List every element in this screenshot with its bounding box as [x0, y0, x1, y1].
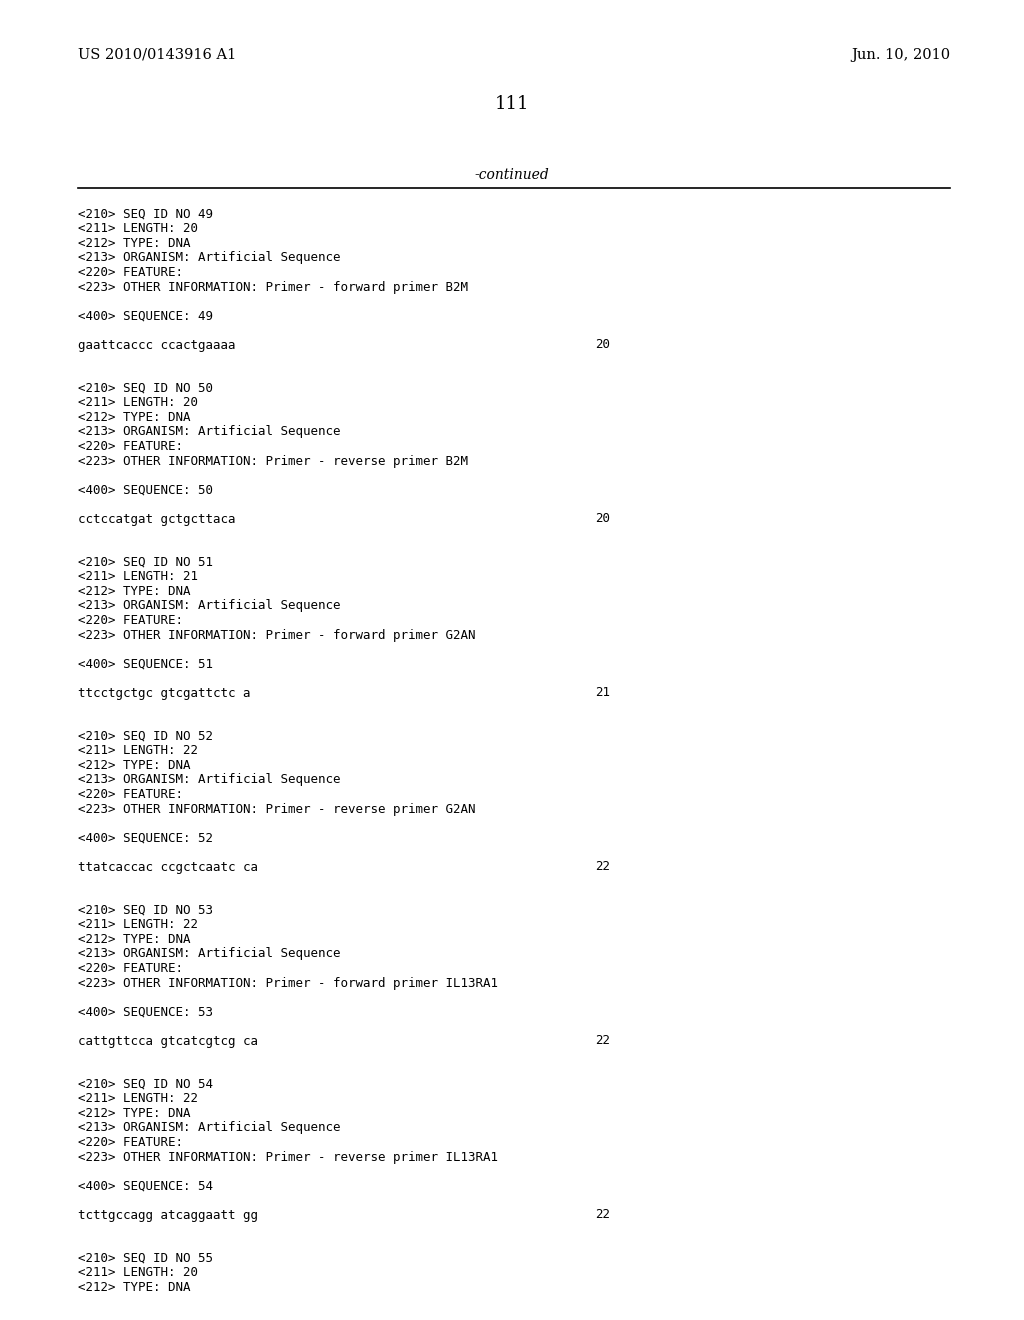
Text: <211> LENGTH: 21: <211> LENGTH: 21 [78, 570, 198, 583]
Text: <213> ORGANISM: Artificial Sequence: <213> ORGANISM: Artificial Sequence [78, 252, 341, 264]
Text: gaattcaccc ccactgaaaa: gaattcaccc ccactgaaaa [78, 338, 236, 351]
Text: <223> OTHER INFORMATION: Primer - forward primer IL13RA1: <223> OTHER INFORMATION: Primer - forwar… [78, 977, 498, 990]
Text: <213> ORGANISM: Artificial Sequence: <213> ORGANISM: Artificial Sequence [78, 599, 341, 612]
Text: 20: 20 [595, 338, 610, 351]
Text: <211> LENGTH: 22: <211> LENGTH: 22 [78, 744, 198, 758]
Text: <211> LENGTH: 22: <211> LENGTH: 22 [78, 919, 198, 932]
Text: <212> TYPE: DNA: <212> TYPE: DNA [78, 1280, 190, 1294]
Text: <223> OTHER INFORMATION: Primer - forward primer B2M: <223> OTHER INFORMATION: Primer - forwar… [78, 281, 468, 293]
Text: <223> OTHER INFORMATION: Primer - forward primer G2AN: <223> OTHER INFORMATION: Primer - forwar… [78, 628, 475, 642]
Text: cattgttcca gtcatcgtcg ca: cattgttcca gtcatcgtcg ca [78, 1035, 258, 1048]
Text: <212> TYPE: DNA: <212> TYPE: DNA [78, 411, 190, 424]
Text: <211> LENGTH: 20: <211> LENGTH: 20 [78, 1266, 198, 1279]
Text: <210> SEQ ID NO 51: <210> SEQ ID NO 51 [78, 556, 213, 569]
Text: 22: 22 [595, 1209, 610, 1221]
Text: <212> TYPE: DNA: <212> TYPE: DNA [78, 585, 190, 598]
Text: 22: 22 [595, 1035, 610, 1048]
Text: <220> FEATURE:: <220> FEATURE: [78, 614, 183, 627]
Text: <400> SEQUENCE: 49: <400> SEQUENCE: 49 [78, 309, 213, 322]
Text: <210> SEQ ID NO 49: <210> SEQ ID NO 49 [78, 209, 213, 220]
Text: -continued: -continued [475, 168, 549, 182]
Text: <210> SEQ ID NO 52: <210> SEQ ID NO 52 [78, 730, 213, 743]
Text: <213> ORGANISM: Artificial Sequence: <213> ORGANISM: Artificial Sequence [78, 425, 341, 438]
Text: <220> FEATURE:: <220> FEATURE: [78, 788, 183, 801]
Text: <223> OTHER INFORMATION: Primer - reverse primer B2M: <223> OTHER INFORMATION: Primer - revers… [78, 454, 468, 467]
Text: <223> OTHER INFORMATION: Primer - reverse primer IL13RA1: <223> OTHER INFORMATION: Primer - revers… [78, 1151, 498, 1163]
Text: ttatcaccac ccgctcaatc ca: ttatcaccac ccgctcaatc ca [78, 861, 258, 874]
Text: tcttgccagg atcaggaatt gg: tcttgccagg atcaggaatt gg [78, 1209, 258, 1221]
Text: <211> LENGTH: 20: <211> LENGTH: 20 [78, 223, 198, 235]
Text: ttcctgctgc gtcgattctc a: ttcctgctgc gtcgattctc a [78, 686, 251, 700]
Text: <400> SEQUENCE: 50: <400> SEQUENCE: 50 [78, 483, 213, 496]
Text: <400> SEQUENCE: 52: <400> SEQUENCE: 52 [78, 832, 213, 845]
Text: <400> SEQUENCE: 54: <400> SEQUENCE: 54 [78, 1180, 213, 1192]
Text: <213> ORGANISM: Artificial Sequence: <213> ORGANISM: Artificial Sequence [78, 948, 341, 961]
Text: <211> LENGTH: 22: <211> LENGTH: 22 [78, 1093, 198, 1106]
Text: <210> SEQ ID NO 55: <210> SEQ ID NO 55 [78, 1251, 213, 1265]
Text: 111: 111 [495, 95, 529, 114]
Text: <213> ORGANISM: Artificial Sequence: <213> ORGANISM: Artificial Sequence [78, 774, 341, 787]
Text: <212> TYPE: DNA: <212> TYPE: DNA [78, 238, 190, 249]
Text: 20: 20 [595, 512, 610, 525]
Text: <220> FEATURE:: <220> FEATURE: [78, 1137, 183, 1148]
Text: <211> LENGTH: 20: <211> LENGTH: 20 [78, 396, 198, 409]
Text: cctccatgat gctgcttaca: cctccatgat gctgcttaca [78, 512, 236, 525]
Text: <400> SEQUENCE: 51: <400> SEQUENCE: 51 [78, 657, 213, 671]
Text: Jun. 10, 2010: Jun. 10, 2010 [851, 48, 950, 62]
Text: <220> FEATURE:: <220> FEATURE: [78, 962, 183, 975]
Text: <220> FEATURE:: <220> FEATURE: [78, 267, 183, 279]
Text: <220> FEATURE:: <220> FEATURE: [78, 440, 183, 453]
Text: US 2010/0143916 A1: US 2010/0143916 A1 [78, 48, 237, 62]
Text: <212> TYPE: DNA: <212> TYPE: DNA [78, 759, 190, 772]
Text: <213> ORGANISM: Artificial Sequence: <213> ORGANISM: Artificial Sequence [78, 1122, 341, 1134]
Text: <210> SEQ ID NO 54: <210> SEQ ID NO 54 [78, 1078, 213, 1092]
Text: 21: 21 [595, 686, 610, 700]
Text: <210> SEQ ID NO 50: <210> SEQ ID NO 50 [78, 381, 213, 395]
Text: <210> SEQ ID NO 53: <210> SEQ ID NO 53 [78, 904, 213, 917]
Text: <212> TYPE: DNA: <212> TYPE: DNA [78, 1107, 190, 1119]
Text: <400> SEQUENCE: 53: <400> SEQUENCE: 53 [78, 1006, 213, 1019]
Text: <223> OTHER INFORMATION: Primer - reverse primer G2AN: <223> OTHER INFORMATION: Primer - revers… [78, 803, 475, 816]
Text: 22: 22 [595, 861, 610, 874]
Text: <212> TYPE: DNA: <212> TYPE: DNA [78, 933, 190, 946]
